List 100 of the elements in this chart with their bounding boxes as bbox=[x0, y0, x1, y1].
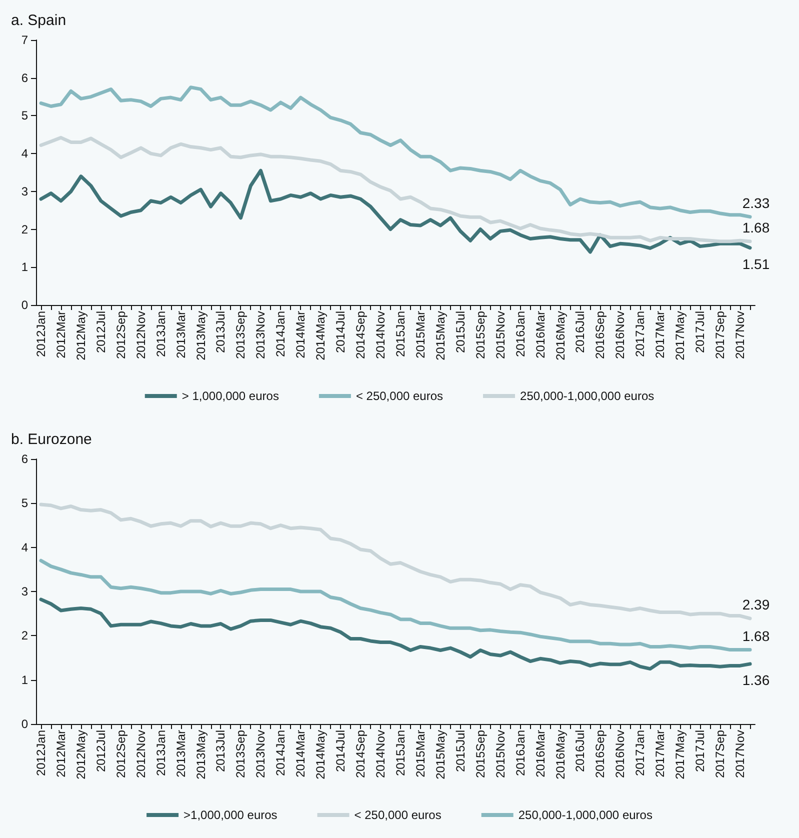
x-tick-label: 2013Jan bbox=[154, 311, 168, 358]
x-tick-label: 2017Nov bbox=[733, 311, 748, 360]
x-tick-label: 2012Jul bbox=[94, 730, 108, 772]
x-tick-label: 2017Jan bbox=[633, 730, 648, 776]
x-tick-label: 2014Jul bbox=[334, 730, 348, 772]
x-tick-label: 2013Jul bbox=[214, 311, 228, 354]
x-tick-label: 2013Sep bbox=[234, 730, 248, 778]
x-tick-label: 2015Nov bbox=[493, 311, 508, 360]
data-label: 1.36 bbox=[742, 672, 770, 688]
y-tick-label: 0 bbox=[21, 717, 28, 731]
x-tick-label: 2015May bbox=[433, 730, 448, 780]
x-tick-label: 2016Sep bbox=[593, 730, 608, 778]
x-tick-label: 2016Nov bbox=[613, 311, 628, 360]
x-tick-label: 2012Nov bbox=[134, 311, 148, 360]
x-tick-label: 2012Nov bbox=[134, 730, 148, 778]
chart-title: a. Spain bbox=[11, 12, 66, 29]
x-tick-label: 2016Jul bbox=[573, 730, 588, 772]
x-tick-label: 2013Jul bbox=[214, 730, 228, 772]
x-tick-label: 2013Nov bbox=[254, 730, 268, 778]
y-tick-label: 0 bbox=[21, 298, 28, 312]
data-label: 2.39 bbox=[742, 596, 770, 612]
legend-label: 250,000-1,000,000 euros bbox=[520, 389, 654, 403]
x-tick-label: 2017Mar bbox=[653, 730, 668, 778]
y-tick-label: 2 bbox=[21, 628, 28, 643]
x-tick-label: 2014Sep bbox=[354, 730, 368, 778]
x-tick-label: 2013May bbox=[194, 311, 208, 360]
x-tick-label: 2016Sep bbox=[593, 310, 608, 360]
data-label: 1.68 bbox=[742, 628, 770, 644]
x-tick-label: 2016Jan bbox=[513, 730, 528, 776]
data-label: 1.68 bbox=[742, 219, 770, 236]
x-tick-label: 2015Jul bbox=[453, 311, 468, 354]
y-tick-label: 3 bbox=[21, 184, 28, 198]
x-tick-label: 2014Nov bbox=[374, 730, 388, 778]
x-tick-label: 2014Mar bbox=[294, 730, 308, 778]
x-tick-label: 2012Jul bbox=[94, 311, 108, 354]
x-tick-label: 2015Jan bbox=[393, 730, 408, 776]
x-tick-label: 2013Jan bbox=[154, 730, 168, 776]
x-tick-label: 2017May bbox=[673, 311, 688, 360]
x-tick-label: 2012Jan bbox=[34, 311, 48, 358]
x-tick-label: 2015May bbox=[433, 311, 448, 360]
x-tick-label: 2017Sep bbox=[713, 310, 728, 360]
x-tick-label: 2016Nov bbox=[613, 730, 628, 778]
x-tick-label: 2016Mar bbox=[533, 730, 548, 778]
x-tick-label: 2012Mar bbox=[54, 730, 68, 778]
x-tick-label: 2012Sep bbox=[114, 730, 128, 778]
x-tick-label: 2012May bbox=[74, 311, 88, 360]
x-tick-label: 2015Nov bbox=[493, 730, 508, 778]
x-tick-label: 2014May bbox=[314, 730, 328, 780]
y-tick-label: 2 bbox=[21, 222, 28, 236]
x-tick-label: 2012Mar bbox=[54, 311, 68, 358]
x-tick-label: 2016Mar bbox=[533, 311, 548, 358]
legend-label: > 1,000,000 euros bbox=[182, 389, 279, 403]
x-tick-label: 2017Mar bbox=[653, 311, 668, 358]
y-tick-label: 1 bbox=[21, 672, 28, 687]
y-tick-label: 4 bbox=[21, 540, 28, 554]
x-tick-label: 2017Jul bbox=[693, 311, 708, 354]
x-tick-label: 2014Mar bbox=[294, 311, 308, 358]
x-tick-label: 2013Mar bbox=[174, 730, 188, 778]
x-tick-label: 2013Mar bbox=[174, 311, 188, 358]
x-tick-label: 2016Jan bbox=[513, 311, 528, 358]
x-tick-label: 2016May bbox=[553, 730, 568, 780]
x-tick-label: 2015Mar bbox=[413, 730, 428, 778]
y-tick-label: 1 bbox=[21, 260, 28, 274]
legend-label: 250,000-1,000,000 euros bbox=[518, 808, 652, 822]
x-tick-label: 2013May bbox=[194, 730, 208, 780]
x-tick-label: 2015Sep bbox=[473, 310, 488, 360]
x-tick-label: 2017Jul bbox=[693, 730, 708, 772]
x-tick-label: 2013Nov bbox=[254, 311, 268, 360]
x-tick-label: 2014Jul bbox=[334, 311, 348, 354]
x-tick-label: 2014Jan bbox=[274, 311, 288, 358]
x-tick-label: 2016Jul bbox=[573, 311, 588, 354]
y-tick-label: 7 bbox=[21, 33, 28, 47]
data-label: 1.51 bbox=[742, 256, 770, 272]
y-tick-label: 5 bbox=[21, 108, 28, 123]
x-tick-label: 2017May bbox=[673, 730, 688, 780]
x-tick-label: 2014Sep bbox=[354, 310, 368, 360]
y-tick-label: 6 bbox=[21, 452, 28, 466]
x-tick-label: 2013Sep bbox=[234, 310, 248, 360]
legend-label: < 250,000 euros bbox=[356, 389, 444, 403]
y-tick-label: 5 bbox=[21, 496, 28, 510]
chart-title: b. Eurozone bbox=[11, 431, 92, 448]
x-tick-label: 2014May bbox=[314, 311, 328, 360]
legend-label: >1,000,000 euros bbox=[184, 808, 278, 822]
y-tick-label: 4 bbox=[21, 146, 28, 161]
x-tick-label: 2014Nov bbox=[374, 311, 388, 360]
x-tick-label: 2012May bbox=[74, 730, 88, 780]
y-tick-label: 6 bbox=[21, 70, 28, 85]
data-label: 2.33 bbox=[742, 194, 770, 211]
y-tick-label: 3 bbox=[21, 584, 28, 598]
x-tick-label: 2012Jan bbox=[34, 730, 48, 776]
x-tick-label: 2015Jul bbox=[453, 730, 468, 772]
x-tick-label: 2014Jan bbox=[274, 730, 288, 776]
legend-label: < 250,000 euros bbox=[354, 808, 442, 822]
x-tick-label: 2015Sep bbox=[473, 730, 488, 778]
x-tick-label: 2015Mar bbox=[413, 311, 428, 358]
x-tick-label: 2017Sep bbox=[713, 730, 728, 778]
x-tick-label: 2017Jan bbox=[633, 311, 648, 358]
x-tick-label: 2015Jan bbox=[393, 311, 408, 358]
x-tick-label: 2016May bbox=[553, 311, 568, 360]
x-tick-label: 2017Nov bbox=[733, 730, 748, 778]
